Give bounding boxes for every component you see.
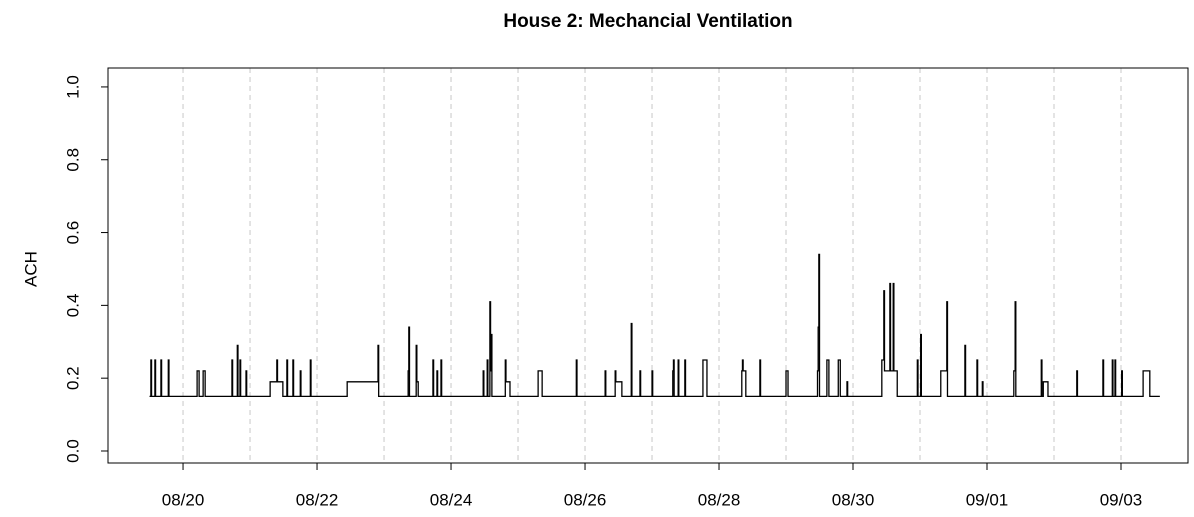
x-tick-label: 08/24 bbox=[430, 490, 473, 509]
x-tick-label: 08/22 bbox=[296, 490, 339, 509]
y-tick-label: 0.2 bbox=[63, 366, 82, 390]
x-tick-label: 08/28 bbox=[698, 490, 741, 509]
x-tick-label: 09/03 bbox=[1100, 490, 1143, 509]
x-tick-label: 09/01 bbox=[966, 490, 1009, 509]
y-tick-label: 1.0 bbox=[63, 75, 82, 99]
x-tick-label: 08/26 bbox=[564, 490, 607, 509]
data-line bbox=[149, 253, 1160, 398]
x-tick-label: 08/30 bbox=[832, 490, 875, 509]
x-tick-label: 08/20 bbox=[162, 490, 205, 509]
y-tick-label: 0.0 bbox=[63, 439, 82, 463]
y-tick-label: 0.4 bbox=[63, 294, 82, 318]
y-tick-label: 0.8 bbox=[63, 148, 82, 172]
chart-title: House 2: Mechancial Ventilation bbox=[503, 11, 792, 32]
y-tick-label: 0.6 bbox=[63, 221, 82, 245]
y-axis-label: ACH bbox=[21, 251, 40, 287]
plot-frame bbox=[107, 67, 1189, 464]
